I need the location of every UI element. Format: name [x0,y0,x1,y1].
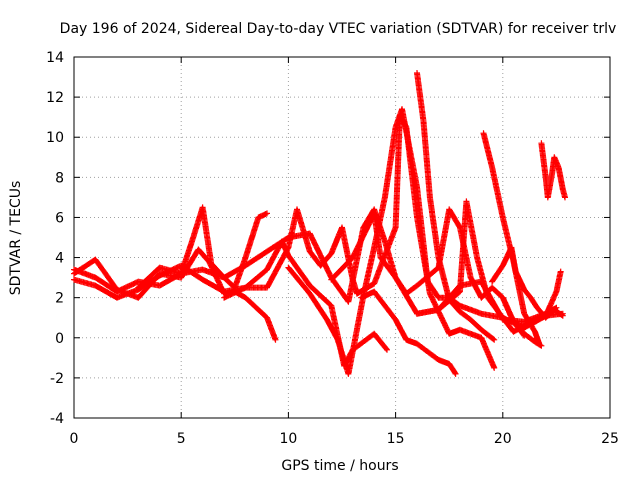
plus-markers [414,70,498,343]
x-tick-label: 0 [70,431,79,447]
plot-frame [73,56,611,419]
chart-title: Day 196 of 2024, Sidereal Day-to-day VTE… [60,21,617,37]
x-axis-label: GPS time / hours [281,458,398,474]
y-tick-labels: -4 -2 0 2 4 6 8 10 12 14 [46,50,64,427]
plus-markers [71,246,279,343]
series-track-1 [71,206,560,325]
y-tick-label: 0 [55,331,64,347]
x-tick-label: 15 [387,431,405,447]
series-track-13 [489,244,566,321]
y-tick-label: 14 [46,50,64,66]
x-tick-label: 25 [601,431,619,447]
series-track-4 [135,204,270,291]
y-tick-label: 2 [55,291,64,307]
x-tick-labels: 0 5 10 15 20 25 [70,431,619,447]
y-tick-label: 10 [46,130,64,146]
series-track-10 [414,198,564,335]
y-axis-label: SDTVAR / TECUs [8,181,24,296]
plus-markers [135,204,270,291]
series-track-7 [328,206,528,339]
series-track-9 [414,70,498,343]
plus-markers [328,206,528,339]
x-tick-label: 5 [177,431,186,447]
series-track-3 [71,246,279,343]
plus-markers [71,206,560,325]
y-tick-label: 4 [55,251,64,267]
plus-markers [499,294,545,349]
x-tick-label: 10 [279,431,297,447]
y-tick-label: -4 [50,411,64,427]
y-tick-label: 6 [55,210,64,226]
data-series [71,70,568,377]
y-tick-label: 8 [55,170,64,186]
plus-markers [358,288,459,377]
plus-markers [538,140,568,201]
series-track-8 [358,288,459,377]
y-tick-label: 12 [46,90,64,106]
axis-ticks [73,56,611,419]
series-track-12 [499,294,545,349]
plus-markers [489,244,566,321]
plus-markers [414,198,564,335]
y-tick-label: -2 [50,371,64,387]
grid-lines [74,57,610,418]
series-track-14 [538,140,568,201]
x-tick-label: 20 [494,431,512,447]
